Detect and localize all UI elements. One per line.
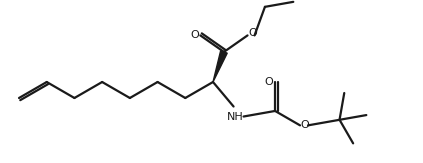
Text: O: O: [190, 30, 199, 40]
Text: NH: NH: [227, 111, 244, 121]
Text: O: O: [301, 120, 309, 130]
Polygon shape: [213, 51, 227, 82]
Text: O: O: [265, 77, 273, 87]
Text: O: O: [248, 28, 257, 38]
